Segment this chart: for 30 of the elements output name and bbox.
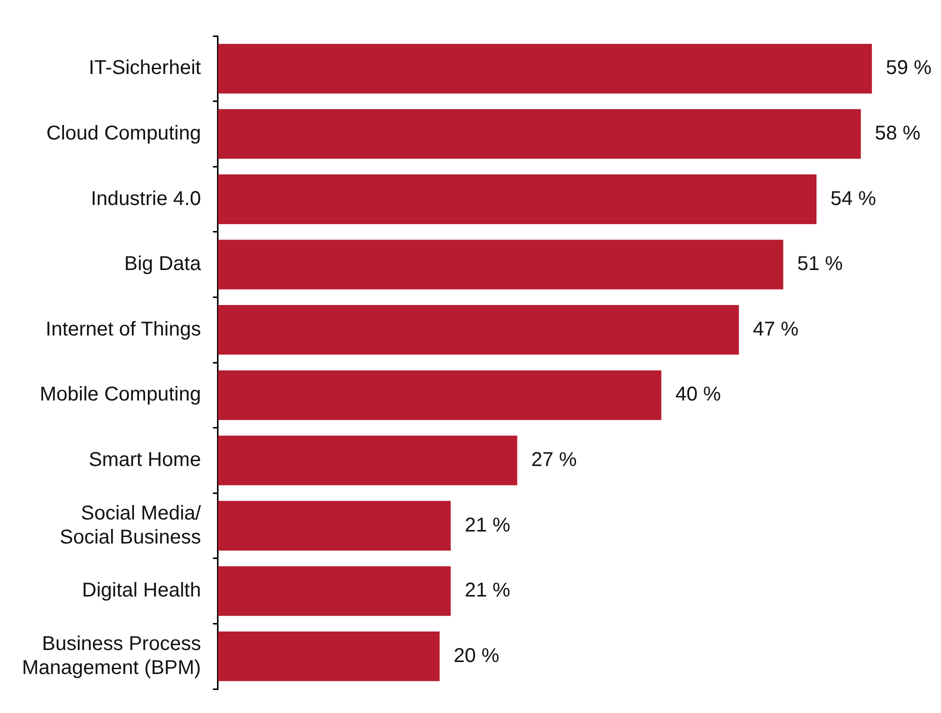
data-label: 21 %: [464, 514, 511, 536]
y-tick-label: Business Process Management (BPM): [22, 632, 201, 679]
y-tick-label: Mobile Computing: [40, 384, 201, 406]
bar: [218, 436, 518, 486]
data-label: 20 %: [454, 644, 500, 667]
y-tick-label: Smart Home: [88, 448, 201, 471]
y-tick-label: Big Data: [124, 253, 202, 276]
y-tick-label: Social Media/ Social Business: [60, 502, 202, 548]
data-label: 51 %: [797, 253, 844, 276]
bar: [218, 370, 662, 420]
bar: [218, 240, 784, 290]
y-tick-label: Internet of Things: [46, 318, 201, 340]
bar: [218, 566, 451, 616]
data-label: 58 %: [874, 122, 921, 144]
bar: [218, 500, 451, 551]
bar: [218, 174, 816, 224]
data-label: 27 %: [531, 448, 578, 471]
bar: [218, 109, 861, 159]
data-label: 21 %: [464, 580, 511, 602]
y-tick-label: Cloud Computing: [46, 122, 201, 144]
data-label: 47 %: [752, 318, 799, 340]
y-tick-label: IT-Sicherheit: [88, 57, 202, 80]
y-tick-label: Digital Health: [82, 580, 201, 602]
bar: [218, 632, 440, 682]
bar: [218, 44, 872, 94]
data-label: 40 %: [675, 384, 722, 406]
y-tick-label: Industrie 4.0: [90, 188, 201, 210]
data-label: 54 %: [830, 188, 876, 210]
data-label: 59 %: [886, 57, 932, 80]
bar: [218, 305, 739, 355]
